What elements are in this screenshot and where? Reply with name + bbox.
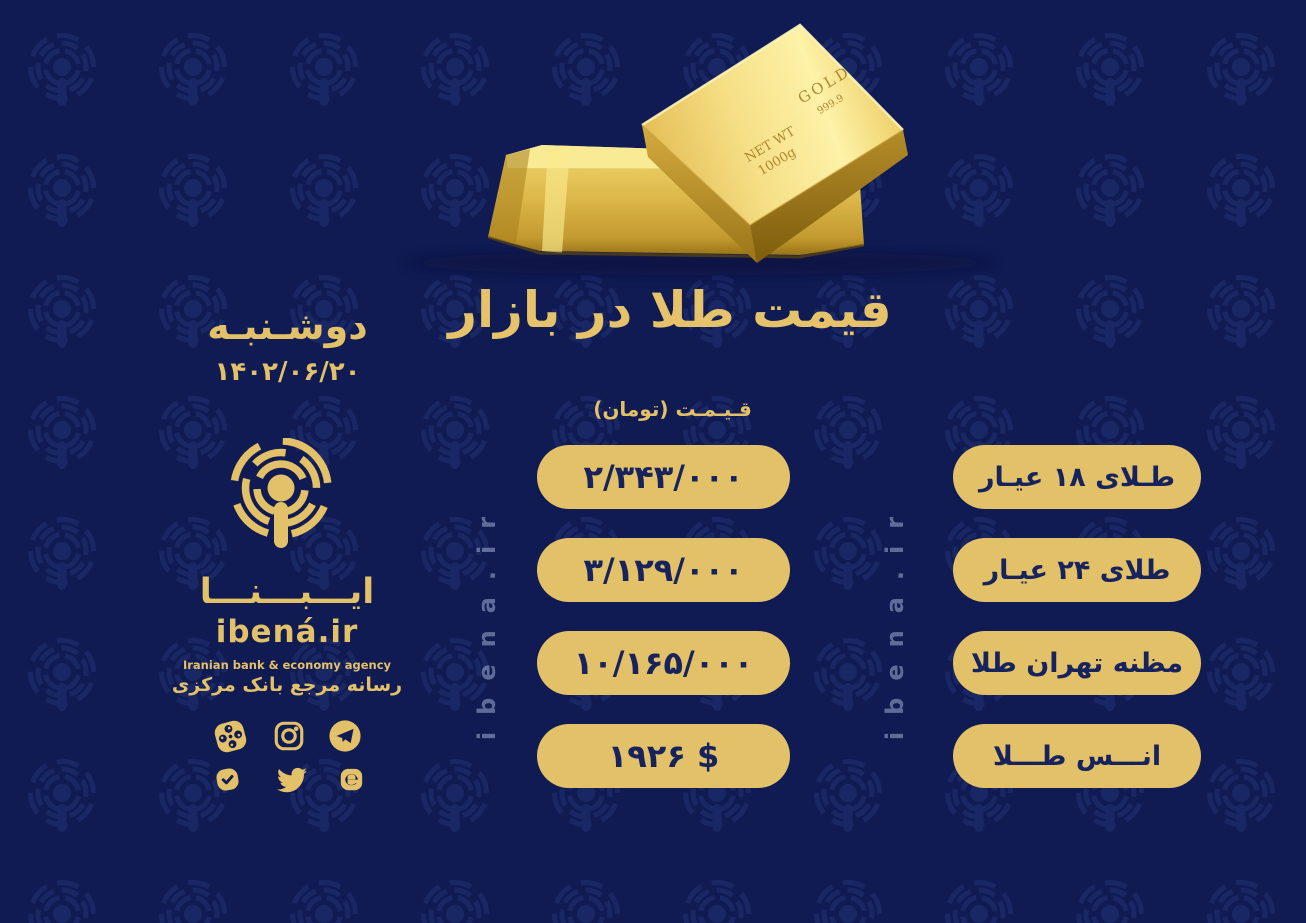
ibena-logo-icon <box>230 438 332 548</box>
price-value-mazaneh: ۱۰/۱۶۵/۰۰۰ <box>537 631 790 695</box>
price-value-ounce: ۱۹۲۶ $ <box>537 724 790 788</box>
gold-bar-top: GOLD 999.9 NET WT 1000g <box>641 23 908 263</box>
watermark-right: ibena.ir <box>881 499 909 741</box>
item-label-24k: طلای ۲۴ عیـار <box>953 538 1201 602</box>
watermark-left: ibena.ir <box>473 499 501 741</box>
twitter-icon <box>277 767 307 793</box>
brand-tagline-en: Iranian bank & economy agency <box>182 658 392 672</box>
gold-bars-shadow <box>405 251 995 275</box>
instagram-icon <box>274 721 304 751</box>
brand-tagline-fa: رسانه مرجع بانک مرکزی <box>171 674 403 696</box>
aparat-icon <box>214 720 247 753</box>
date-weekday: دوشـنبـه <box>207 304 368 348</box>
price-value-18k: ۲/۳۴۳/۰۰۰ <box>537 445 790 509</box>
item-label-18k: طـلای ۱۸ عیـار <box>953 445 1201 509</box>
item-label-mazaneh: مظنه تهران طلا <box>953 631 1201 695</box>
check-badge-icon <box>216 768 239 791</box>
brand-domain: ibená.ir <box>215 614 359 650</box>
gold-bars-illustration: GOLD 999.9 NET WT 1000g <box>405 23 995 275</box>
item-label-ounce: انـــس طـــلا <box>953 724 1201 788</box>
price-value-24k: ۳/۱۲۹/۰۰۰ <box>537 538 790 602</box>
eitaa-icon: ℮ <box>340 768 363 791</box>
date-value: ۱۴۰۲/۰۶/۲۰ <box>214 357 361 387</box>
brand-name-fa: ایـــبـــنـــا <box>199 572 375 612</box>
page-title: قیمت طلا در بازار <box>448 281 892 339</box>
telegram-icon <box>329 720 361 752</box>
svg-text:℮: ℮ <box>344 769 358 789</box>
price-unit-header: قـیـمـت (تومان) <box>593 397 752 421</box>
